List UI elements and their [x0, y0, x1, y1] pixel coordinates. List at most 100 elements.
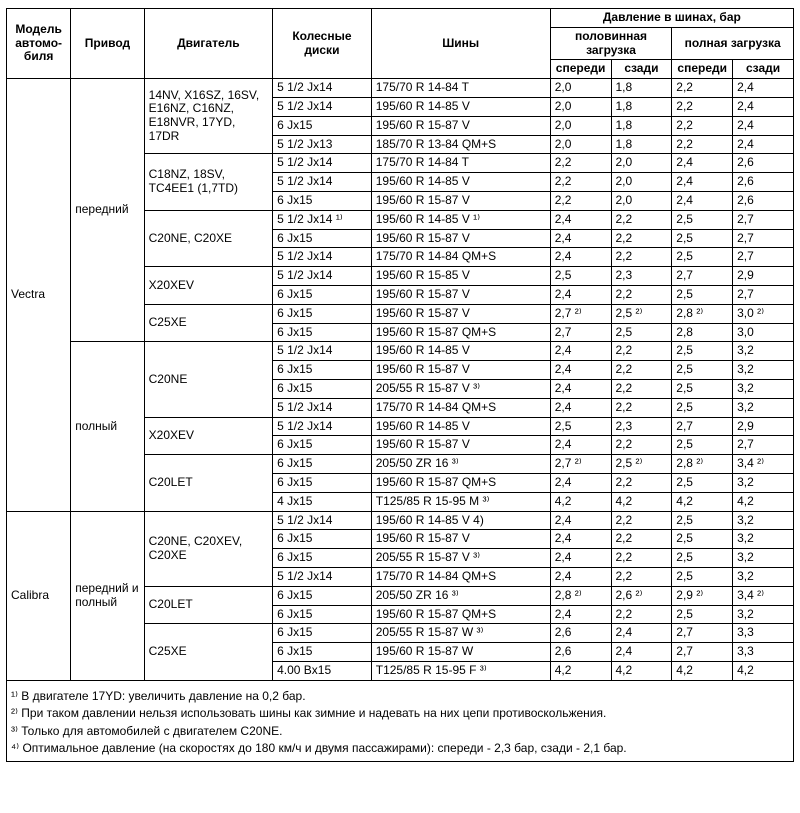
- cell-pressure: 3,2: [733, 530, 794, 549]
- cell-wheels: 5 1/2 Jx14: [273, 79, 372, 98]
- cell-pressure: 2,2: [611, 342, 672, 361]
- cell-pressure: 2,7: [733, 248, 794, 267]
- cell-tires: 205/55 R 15-87 V ³⁾: [371, 549, 550, 568]
- cell-pressure: 2,7: [672, 624, 733, 643]
- cell-model: Calibra: [7, 511, 71, 680]
- cell-pressure: 2,6: [733, 154, 794, 173]
- cell-pressure: 2,7: [672, 417, 733, 436]
- cell-wheels: 6 Jx15: [273, 586, 372, 605]
- cell-tires: 195/60 R 15-87 V: [371, 116, 550, 135]
- cell-pressure: 2,2: [611, 248, 672, 267]
- cell-pressure: 1,8: [611, 135, 672, 154]
- cell-pressure: 2,8: [672, 323, 733, 342]
- cell-pressure: 2,2: [611, 229, 672, 248]
- cell-wheels: 5 1/2 Jx14: [273, 417, 372, 436]
- footnotes: ¹⁾ В двигателе 17YD: увеличить давление …: [6, 681, 794, 762]
- cell-tires: 175/70 R 14-84 T: [371, 79, 550, 98]
- cell-wheels: 5 1/2 Jx14: [273, 511, 372, 530]
- cell-pressure: 2,6: [550, 624, 611, 643]
- cell-pressure: 2,7 ²⁾: [550, 304, 611, 323]
- cell-pressure: 3,2: [733, 567, 794, 586]
- cell-pressure: 3,4 ²⁾: [733, 455, 794, 474]
- cell-wheels: 6 Jx15: [273, 379, 372, 398]
- cell-wheels: 6 Jx15: [273, 323, 372, 342]
- cell-wheels: 6 Jx15: [273, 436, 372, 455]
- cell-pressure: 3,2: [733, 473, 794, 492]
- cell-wheels: 6 Jx15: [273, 643, 372, 662]
- col-full-rear: сзади: [733, 60, 794, 79]
- cell-pressure: 2,7: [733, 285, 794, 304]
- cell-pressure: 3,0 ²⁾: [733, 304, 794, 323]
- cell-pressure: 2,4: [550, 511, 611, 530]
- cell-pressure: 3,0: [733, 323, 794, 342]
- cell-wheels: 6 Jx15: [273, 229, 372, 248]
- cell-wheels: 4 Jx15: [273, 492, 372, 511]
- cell-tires: 175/70 R 14-84 QM+S: [371, 248, 550, 267]
- cell-pressure: 2,2: [611, 567, 672, 586]
- cell-tires: 195/60 R 15-87 V: [371, 229, 550, 248]
- cell-wheels: 5 1/2 Jx13: [273, 135, 372, 154]
- cell-pressure: 2,2: [550, 173, 611, 192]
- cell-tires: 195/60 R 14-85 V ¹⁾: [371, 210, 550, 229]
- cell-pressure: 2,4: [550, 530, 611, 549]
- cell-engine: C18NZ, 18SV, TC4EE1 (1,7TD): [144, 154, 272, 210]
- cell-pressure: 2,0: [611, 173, 672, 192]
- footnote: ³⁾ Только для автомобилей с двигателем C…: [11, 724, 789, 740]
- cell-pressure: 2,5: [672, 285, 733, 304]
- cell-pressure: 2,2: [611, 210, 672, 229]
- cell-pressure: 2,5: [550, 267, 611, 286]
- cell-wheels: 5 1/2 Jx14: [273, 567, 372, 586]
- cell-pressure: 2,4: [550, 285, 611, 304]
- cell-pressure: 2,5: [672, 549, 733, 568]
- cell-pressure: 3,3: [733, 624, 794, 643]
- cell-tires: 175/70 R 14-84 QM+S: [371, 567, 550, 586]
- cell-tires: 195/60 R 14-85 V 4): [371, 511, 550, 530]
- cell-pressure: 2,4: [550, 398, 611, 417]
- cell-engine: C25XE: [144, 624, 272, 680]
- cell-pressure: 2,0: [550, 97, 611, 116]
- cell-pressure: 2,0: [550, 79, 611, 98]
- cell-pressure: 3,4 ²⁾: [733, 586, 794, 605]
- cell-pressure: 2,2: [611, 511, 672, 530]
- cell-pressure: 4,2: [611, 492, 672, 511]
- cell-pressure: 2,2: [611, 605, 672, 624]
- cell-wheels: 6 Jx15: [273, 304, 372, 323]
- cell-pressure: 4,2: [733, 492, 794, 511]
- cell-pressure: 2,4: [550, 210, 611, 229]
- cell-tires: 175/70 R 14-84 QM+S: [371, 398, 550, 417]
- cell-tires: 195/60 R 15-87 W: [371, 643, 550, 662]
- cell-pressure: 2,2: [611, 436, 672, 455]
- cell-engine: C20LET: [144, 455, 272, 511]
- cell-pressure: 2,5: [611, 323, 672, 342]
- col-engine: Двигатель: [144, 9, 272, 79]
- cell-pressure: 2,5: [672, 379, 733, 398]
- cell-tires: 205/55 R 15-87 V ³⁾: [371, 379, 550, 398]
- cell-pressure: 3,2: [733, 398, 794, 417]
- col-half-front: спереди: [550, 60, 611, 79]
- cell-pressure: 4,2: [733, 661, 794, 680]
- tire-pressure-table: Модель автомо-биляПриводДвигательКолесны…: [6, 8, 794, 681]
- cell-pressure: 2,2: [611, 285, 672, 304]
- cell-pressure: 2,5: [672, 361, 733, 380]
- cell-pressure: 2,4: [611, 643, 672, 662]
- cell-wheels: 6 Jx15: [273, 361, 372, 380]
- cell-pressure: 2,4: [550, 473, 611, 492]
- col-tires: Шины: [371, 9, 550, 79]
- cell-wheels: 5 1/2 Jx14: [273, 267, 372, 286]
- cell-pressure: 2,0: [550, 135, 611, 154]
- footnote: ²⁾ При таком давлении нельзя использоват…: [11, 706, 789, 722]
- cell-pressure: 2,4: [550, 436, 611, 455]
- cell-pressure: 2,5 ²⁾: [611, 304, 672, 323]
- cell-pressure: 2,2: [550, 191, 611, 210]
- cell-wheels: 4.00 Bx15: [273, 661, 372, 680]
- cell-engine: X20XEV: [144, 267, 272, 305]
- cell-engine: C25XE: [144, 304, 272, 342]
- cell-engine: C20NE: [144, 342, 272, 417]
- cell-tires: 195/60 R 15-87 V: [371, 285, 550, 304]
- cell-pressure: 2,6: [733, 173, 794, 192]
- cell-pressure: 2,6: [550, 643, 611, 662]
- cell-pressure: 2,2: [611, 530, 672, 549]
- cell-model: Vectra: [7, 79, 71, 511]
- cell-pressure: 2,6: [733, 191, 794, 210]
- cell-pressure: 2,4: [672, 191, 733, 210]
